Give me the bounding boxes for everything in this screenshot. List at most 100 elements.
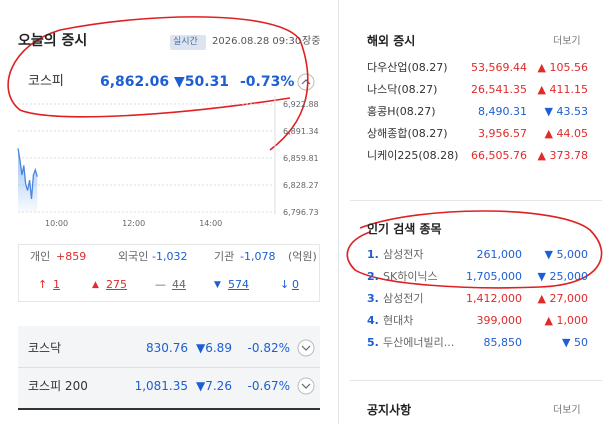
rank: 4. [367,314,379,327]
investor-name: 외국인 [118,250,149,263]
y-tick-label: 6,796.73 [283,208,319,217]
stock-name[interactable]: SK하이닉스 [383,270,438,283]
row-price: 261,000 [476,248,523,261]
row-price: 1,412,000 [466,292,522,305]
investor-value: -1,032 [152,250,188,263]
row-name[interactable]: 니케이225(08.28) [367,149,459,162]
row-name[interactable]: 나스닥(08.27) [367,83,438,96]
row-change: ▲ 411.15 [537,83,588,96]
breadth-value[interactable]: 1 [53,278,60,291]
y-tick-label: 6,828.27 [283,181,319,190]
row-price: 26,541.35 [471,83,527,96]
investor-name: 기관 [214,250,235,263]
x-tick-label: 10:00 [45,219,68,228]
row-price: 3,956.57 [478,127,527,140]
row-change: ▲ 1,000 [544,314,588,327]
index-name[interactable]: 코스피 200 [28,379,88,393]
breadth-symbol: ▲ [92,280,99,290]
row-change: ▲ 27,000 [537,292,588,305]
live-badge: 실시간 [173,37,198,47]
rank: 2. [367,270,379,283]
chevron-icon [301,345,311,351]
x-tick-label: 14:00 [199,219,222,228]
row-change: ▼ 43.53 [544,105,588,118]
area [18,148,38,212]
stock-name[interactable]: 두산에너빌리... [383,336,455,349]
datetime: 2026.08.28 09:30 [212,36,302,47]
breadth-value[interactable]: 0 [292,278,299,291]
chevron-icon [301,79,311,85]
index-name[interactable]: 코스닥 [28,341,62,355]
breadth-value[interactable]: 44 [172,278,186,291]
index-list-bg [18,326,320,410]
divider [338,0,339,424]
hand-annotation [7,16,309,151]
y-tick-label: 6,922.88 [283,100,319,109]
index-rate: -0.82% [247,341,290,355]
market-status: 장중 [302,36,321,47]
row-change: ▲ 105.56 [537,61,588,74]
index-change: ▼50.31 [174,74,230,90]
annotations [7,16,603,289]
badge-bg [170,35,206,50]
row-change: ▼ 25,000 [537,270,588,283]
index-rate: -0.67% [247,379,290,393]
index-value: 6,862.06 [100,74,170,90]
x-tick-label: 12:00 [122,219,145,228]
index-value: 1,081.35 [134,379,188,393]
breadth-symbol: — [155,278,166,291]
stock-name[interactable]: 현대차 [383,314,414,327]
breadth-symbol: ↓ [280,278,290,291]
rank: 5. [367,336,379,349]
breadth-symbol: ↑ [38,278,48,291]
unit: (억원) [288,250,317,263]
breadth-value[interactable]: 275 [106,278,127,291]
buttons [297,73,315,395]
line [17,148,38,199]
section-divider [350,200,602,201]
index-change: ▼6.89 [196,341,232,355]
section-title: 인기 검색 종목 [367,222,442,236]
rank: 1. [367,248,379,261]
row-change: ▲ 373.78 [537,149,588,162]
index-rate: -0.73% [240,74,295,90]
breadth-symbol: ▼ [214,280,221,290]
more-link[interactable]: 더보기 [553,36,581,47]
investor-box [18,244,320,302]
row-divider [18,367,320,368]
investor-value: +859 [56,250,87,263]
breadth-value[interactable]: 574 [228,278,249,291]
row-name[interactable]: 홍콩H(08.27) [367,105,436,118]
row-name[interactable]: 다우산업(08.27) [367,61,448,74]
y-tick-label: 6,859.81 [283,154,319,163]
rank: 3. [367,292,379,305]
row-change: ▼ 50 [562,336,588,349]
row-change: ▼ 5,000 [544,248,588,261]
expand-button[interactable] [297,73,315,91]
expand-button[interactable] [297,339,315,357]
row-price: 85,850 [483,336,523,349]
row-price: 66,505.76 [471,149,527,162]
row-name[interactable]: 상해종합(08.27) [367,127,448,140]
row-price: 399,000 [476,314,523,327]
hand-annotation [346,210,603,289]
page-title: 오늘의 증시 [18,33,88,49]
investor-name: 개인 [30,250,51,263]
row-price: 53,569.44 [471,61,527,74]
chevron-icon [301,383,311,389]
more-link[interactable]: 더보기 [553,405,581,416]
stock-name[interactable]: 삼성전기 [383,292,424,305]
index-change: ▼7.26 [196,379,232,393]
section-title: 해외 증시 [367,34,416,48]
y-tick-label: 6,891.34 [283,127,319,136]
stock-name[interactable]: 삼성전자 [383,248,424,261]
row-price: 8,490.31 [478,105,527,118]
section-divider [350,380,602,381]
row-price: 1,705,000 [466,270,522,283]
expand-button[interactable] [297,377,315,395]
investor-value: -1,078 [240,250,276,263]
index-value: 830.76 [146,341,188,355]
index-name: 코스피 [28,74,64,89]
